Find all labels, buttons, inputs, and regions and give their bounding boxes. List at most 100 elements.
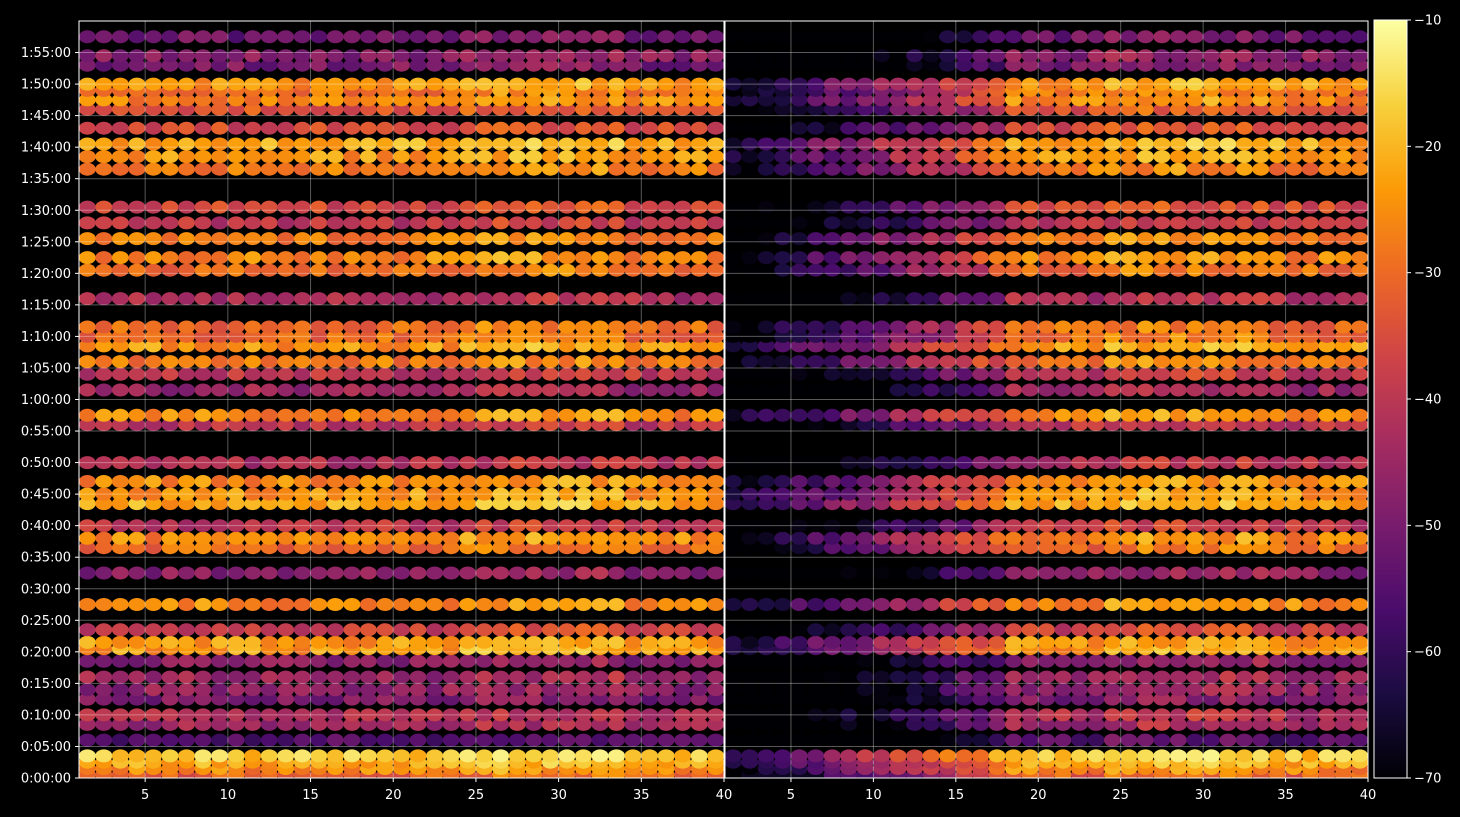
colorbar-gradient: [1373, 19, 1408, 779]
heatmap-cell: [144, 251, 162, 265]
heatmap-cell: [558, 200, 576, 214]
heatmap-cell: [1038, 339, 1055, 353]
heatmap-cell: [1103, 635, 1121, 649]
heatmap-cell: [1054, 566, 1072, 580]
heatmap-cell: [244, 329, 262, 343]
heatmap-cell: [1351, 566, 1368, 580]
heatmap-cell: [409, 30, 427, 44]
heatmap-cell: [657, 749, 675, 763]
heatmap-cell: [459, 598, 477, 611]
heatmap-cell: [1351, 30, 1368, 44]
heatmap-cell: [343, 200, 361, 214]
heatmap-cell: [757, 408, 775, 422]
heatmap-cell: [1235, 717, 1253, 731]
heatmap-cell: [442, 137, 460, 151]
heatmap-cell: [459, 232, 477, 246]
heatmap-cell: [1021, 102, 1039, 116]
heatmap-cell: [1054, 670, 1072, 684]
heatmap-cell: [393, 200, 410, 214]
heatmap-cell: [1005, 717, 1022, 731]
heatmap-cell: [807, 137, 825, 151]
heatmap-cell: [1054, 150, 1072, 164]
heatmap-cell: [1103, 121, 1121, 135]
heatmap-cell: [725, 692, 742, 706]
heatmap-cell: [343, 320, 361, 334]
heatmap-cell: [1153, 339, 1171, 353]
heatmap-cell: [95, 292, 113, 306]
heatmap-cell: [326, 121, 344, 135]
heatmap-cell: [1186, 670, 1204, 684]
heatmap-cell: [1021, 733, 1039, 747]
heatmap-cell: [326, 670, 344, 684]
heatmap-cell: [624, 635, 642, 649]
heatmap-cell: [823, 749, 841, 763]
heatmap-cell: [873, 566, 891, 580]
heatmap-cell: [426, 58, 444, 72]
heatmap-cell: [1219, 102, 1237, 116]
heatmap-cell: [1202, 475, 1220, 488]
heatmap-cell: [608, 162, 625, 176]
heatmap-cell: [939, 487, 957, 501]
heatmap-cell: [1071, 692, 1088, 706]
heatmap-cell: [1334, 216, 1352, 230]
heatmap-cell: [624, 263, 642, 277]
heatmap-cell: [906, 93, 924, 107]
heatmap-cell: [856, 339, 874, 353]
heatmap-cell: [757, 717, 775, 731]
heatmap-cell: [359, 541, 377, 555]
heatmap-cell: [707, 519, 724, 533]
heatmap-cell: [1054, 749, 1072, 763]
heatmap-cell: [707, 320, 724, 334]
heatmap-cell: [359, 216, 377, 230]
heatmap-cell: [1268, 541, 1286, 555]
heatmap-cell: [1301, 77, 1319, 91]
heatmap-cell: [790, 475, 808, 488]
heatmap-cell: [558, 708, 576, 722]
heatmap-cell: [128, 566, 146, 580]
heatmap-cell: [988, 749, 1006, 763]
heatmap-cell: [260, 329, 278, 343]
heatmap-cell: [1301, 749, 1319, 763]
heatmap-cell: [326, 531, 344, 545]
heatmap-cell: [442, 487, 460, 501]
heatmap-cell: [757, 232, 775, 246]
heatmap-cell: [260, 30, 278, 44]
heatmap-cell: [79, 329, 96, 343]
heatmap-cell: [608, 320, 625, 334]
heatmap-cell: [1021, 654, 1039, 668]
heatmap-cell: [624, 292, 642, 306]
heatmap-cell: [376, 635, 394, 649]
heatmap-cell: [889, 717, 907, 731]
heatmap-cell: [393, 77, 410, 91]
heatmap-cell: [1054, 355, 1072, 369]
heatmap-cell: [591, 200, 609, 214]
heatmap-cell: [774, 623, 792, 637]
colorbar-tick-label: −40: [1414, 393, 1441, 408]
heatmap-cell: [459, 708, 477, 722]
heatmap-cell: [194, 692, 212, 706]
heatmap-cell: [277, 162, 295, 176]
heatmap-cell: [293, 654, 311, 668]
heatmap-cell: [657, 519, 675, 533]
heatmap-cell: [128, 339, 146, 353]
heatmap-cell: [972, 541, 990, 555]
heatmap-cell: [442, 216, 460, 230]
heatmap-cell: [1005, 137, 1022, 151]
heatmap-cell: [79, 292, 96, 306]
heatmap-cell: [922, 292, 940, 306]
heatmap-cell: [161, 708, 179, 722]
heatmap-cell: [840, 150, 858, 164]
heatmap-cell: [922, 355, 940, 369]
heatmap-cell: [1054, 121, 1072, 135]
heatmap-cell: [310, 519, 328, 533]
heatmap-cell: [393, 162, 410, 176]
heatmap-cell: [774, 137, 792, 151]
heatmap-cell: [244, 456, 262, 470]
heatmap-cell: [1252, 355, 1270, 369]
heatmap-cell: [690, 749, 708, 763]
heatmap-cell: [725, 708, 742, 722]
heatmap-cell: [906, 670, 924, 684]
heatmap-cell: [211, 121, 229, 135]
heatmap-cell: [359, 263, 377, 277]
heatmap-cell: [1169, 475, 1187, 488]
